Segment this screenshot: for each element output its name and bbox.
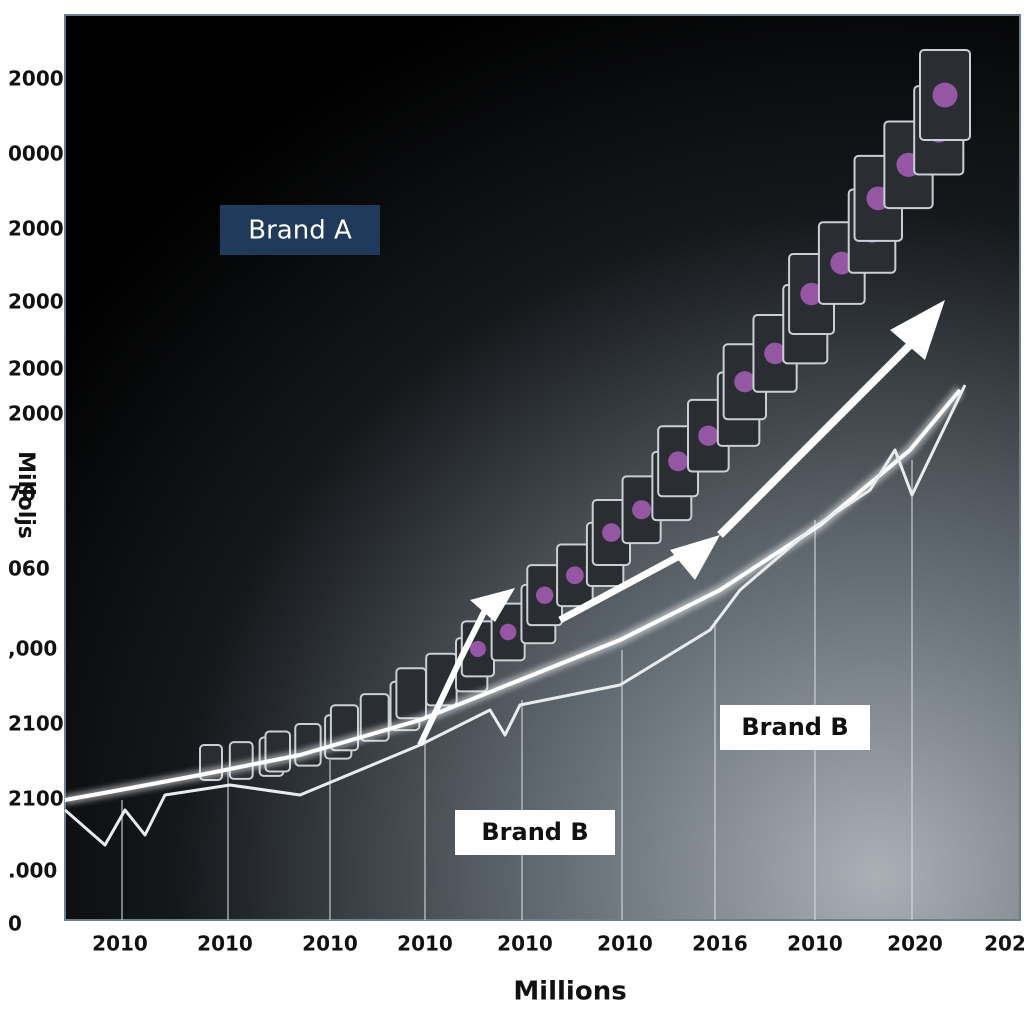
phone-screen <box>830 251 854 275</box>
x-tick-label: 2010 <box>497 932 553 956</box>
brand-b-label: Brand B <box>481 818 588 846</box>
label-box <box>220 205 380 255</box>
x-axis-title: Millions <box>513 977 626 1007</box>
x-tick-label: 2010 <box>92 932 148 956</box>
phone-screen <box>932 82 958 108</box>
phone-screen <box>764 342 786 365</box>
label-box <box>720 705 870 750</box>
phone-screen <box>800 282 823 306</box>
phone-screen <box>565 566 584 585</box>
trend-lines <box>64 300 967 847</box>
y-tick-label: 0 <box>8 912 22 936</box>
x-tick-label: 2010 <box>597 932 653 956</box>
y-tick-label: ,000 <box>8 637 57 661</box>
plot-area <box>64 14 1021 921</box>
phone-screen <box>668 451 689 472</box>
brand-a-label: Brand A <box>248 216 352 246</box>
y-tick-label: 70 <box>8 482 36 506</box>
y-tick-label: 060 <box>8 557 50 581</box>
x-tick-label: 2010 <box>302 932 358 956</box>
brand-b-label: Brand B <box>741 713 848 741</box>
x-tick-label: 2016 <box>692 932 748 956</box>
y-tick-label: 0000 <box>8 142 64 166</box>
y-tick-label: 2000 <box>8 217 64 241</box>
x-tick-label: 2010 <box>397 932 453 956</box>
x-tick-label: 2010 <box>787 932 843 956</box>
y-tick-label: 2000 <box>8 357 64 381</box>
y-axis-title: Milloljs <box>13 451 38 539</box>
phone-stack <box>199 49 971 781</box>
x-tick-label: 2010 <box>197 932 253 956</box>
y-tick-label: 2000 <box>8 67 64 91</box>
phone-screen <box>602 523 621 542</box>
x-tick-label: 2020 <box>887 932 943 956</box>
phone-screen <box>469 640 486 657</box>
y-tick-label: 2000 <box>8 402 64 426</box>
y-tick-label: 2100 <box>8 712 64 736</box>
x-tick-label: 202 <box>984 932 1024 956</box>
phone-screen <box>698 425 719 446</box>
phone <box>395 667 428 720</box>
phone-screen <box>535 586 554 604</box>
y-tick-label: 2000 <box>8 290 64 314</box>
phone-screen <box>632 500 652 520</box>
label-box <box>455 810 615 855</box>
phone-screen <box>734 371 756 393</box>
y-tick-label: .000 <box>8 859 57 883</box>
y-tick-label: 2100 <box>8 787 64 811</box>
phone-screen <box>499 623 517 641</box>
